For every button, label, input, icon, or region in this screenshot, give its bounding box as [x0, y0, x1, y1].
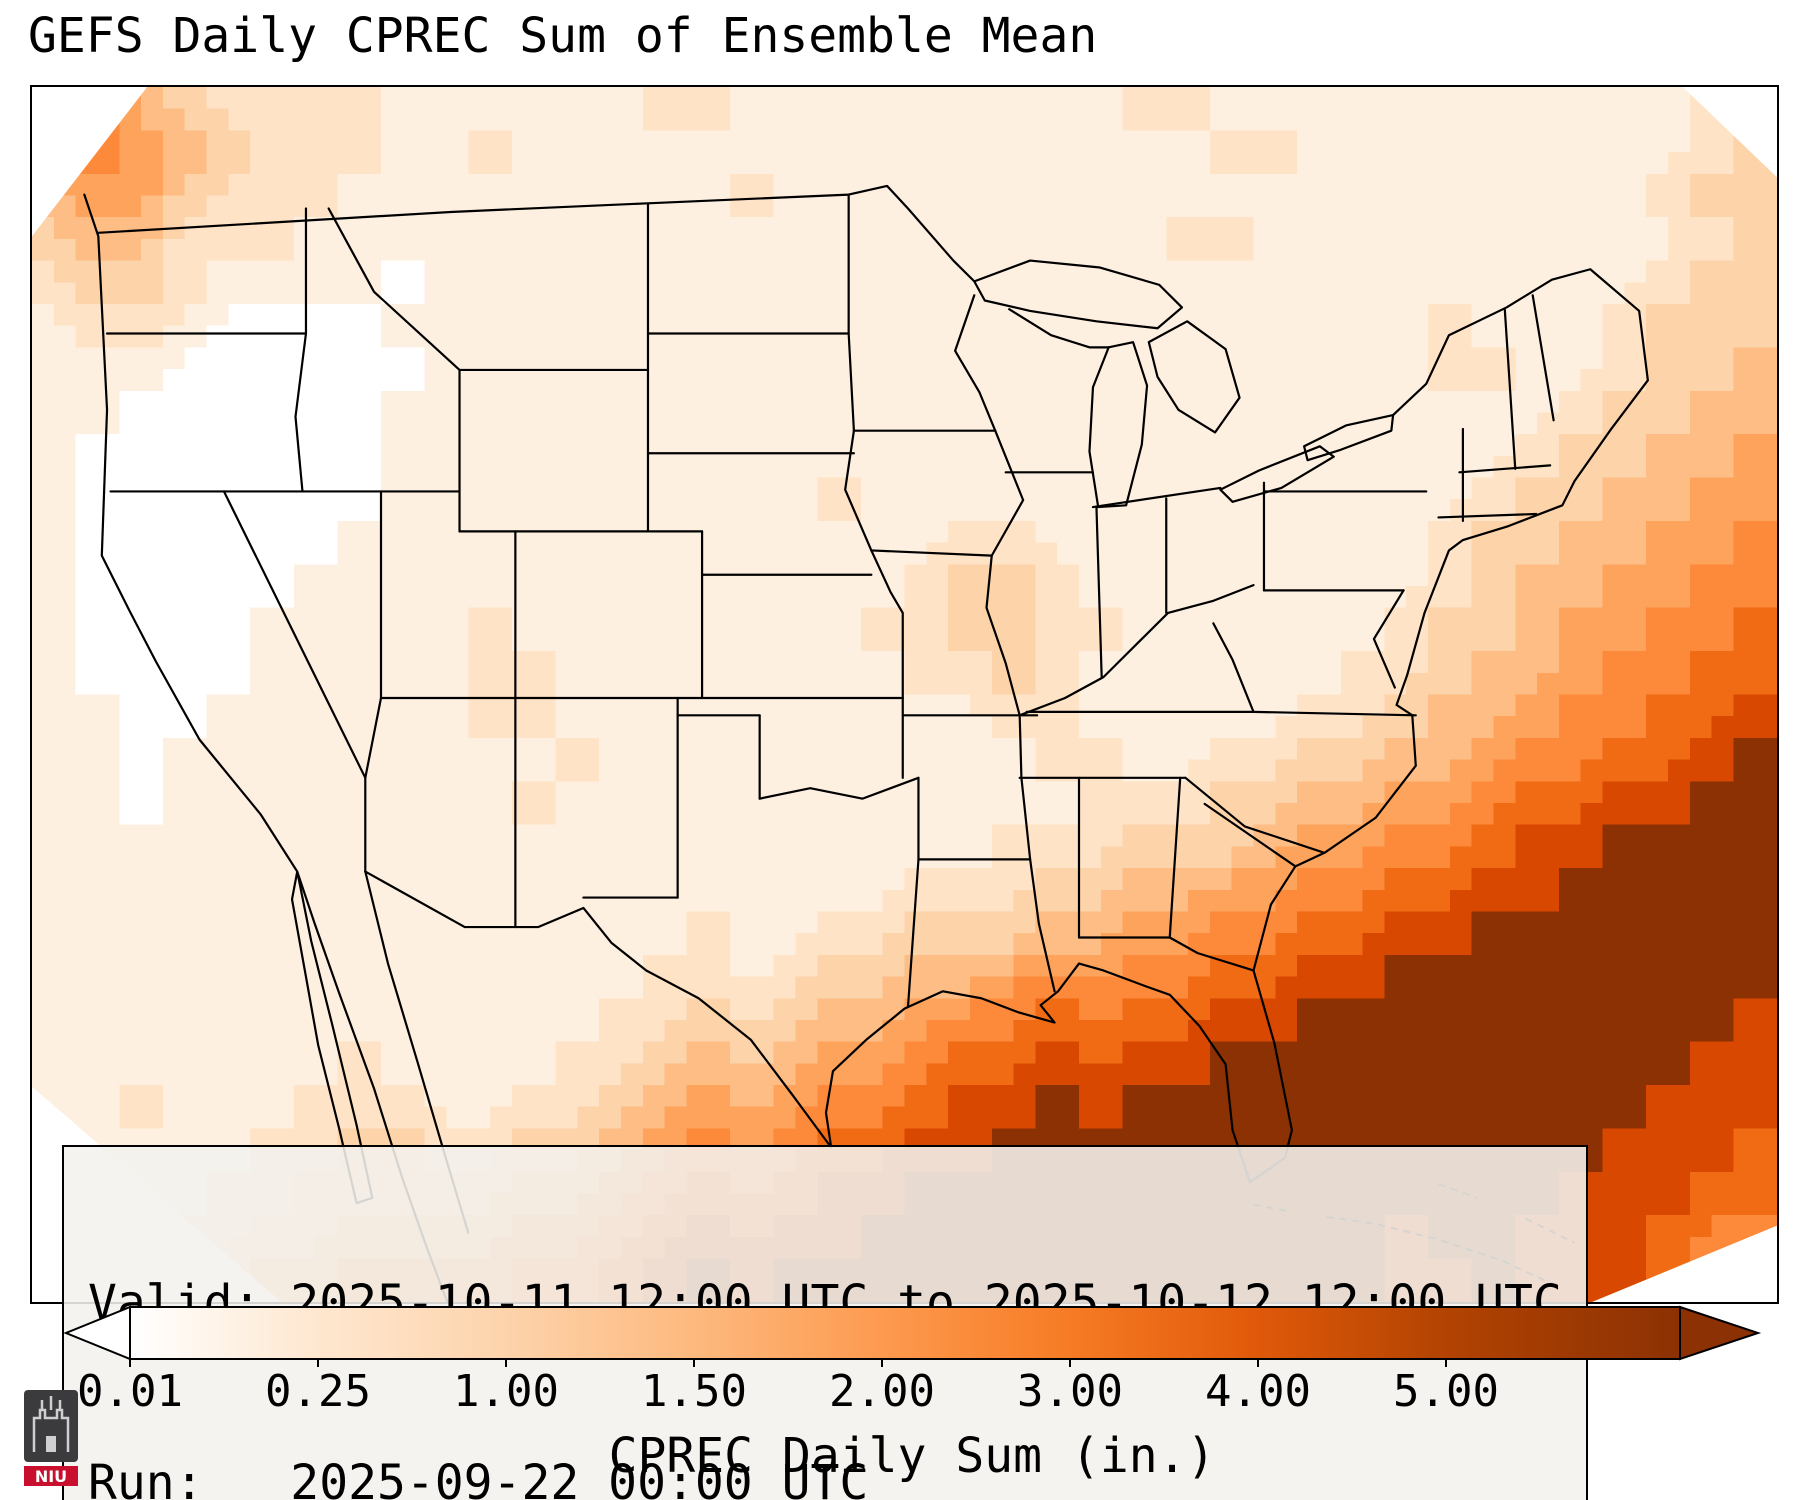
colorbar-tick-label: 4.00 [1205, 1366, 1311, 1417]
colorbar [63, 1305, 1762, 1367]
precip-heatmap-canvas [32, 87, 1777, 1302]
niu-castle-icon [32, 1408, 70, 1452]
niu-red-banner [24, 1466, 78, 1486]
colorbar-tick-label: 5.00 [1393, 1366, 1499, 1417]
colorbar-tick-label: 3.00 [1017, 1366, 1123, 1417]
niu-castle-door [46, 1436, 56, 1452]
page-title: GEFS Daily CPREC Sum of Ensemble Mean [28, 8, 1098, 64]
colorbar-gradient-bar [129, 1306, 1681, 1360]
projection-white-wedges [32, 87, 1777, 1302]
colorbar-under-arrow [63, 1305, 131, 1361]
colorbar-axis-label: CPREC Daily Sum (in.) [608, 1428, 1216, 1484]
great-lakes [974, 261, 1393, 507]
colorbar-tickmarks [129, 1359, 1447, 1367]
colorbar-tick-label: 0.01 [77, 1366, 183, 1417]
colorbar-tick-labels: 0.01 0.25 1.00 1.50 2.00 3.00 4.00 5.00 [0, 1366, 1803, 1418]
map-frame: Valid: 2025-10-11 12:00 UTC to 2025-10-1… [30, 85, 1779, 1500]
niu-shield [24, 1390, 78, 1462]
coastline-and-national-borders [84, 186, 1648, 1302]
niu-castle-spires [40, 1396, 62, 1410]
colorbar-over-arrow [1679, 1305, 1762, 1361]
niu-logo-text: NIU [35, 1467, 67, 1486]
state-boundaries [107, 195, 1554, 1007]
colorbar-tick-label: 0.25 [265, 1366, 371, 1417]
colorbar-tick-label: 2.00 [829, 1366, 935, 1417]
run-time-text: Run: 2025-09-22 00:00 UTC [88, 1455, 869, 1500]
colorbar-tick-label: 1.50 [641, 1366, 747, 1417]
niu-logo: NIU [24, 1390, 78, 1486]
map-boundaries-svg [32, 87, 1777, 1302]
colorbar-tick-label: 1.00 [453, 1366, 559, 1417]
